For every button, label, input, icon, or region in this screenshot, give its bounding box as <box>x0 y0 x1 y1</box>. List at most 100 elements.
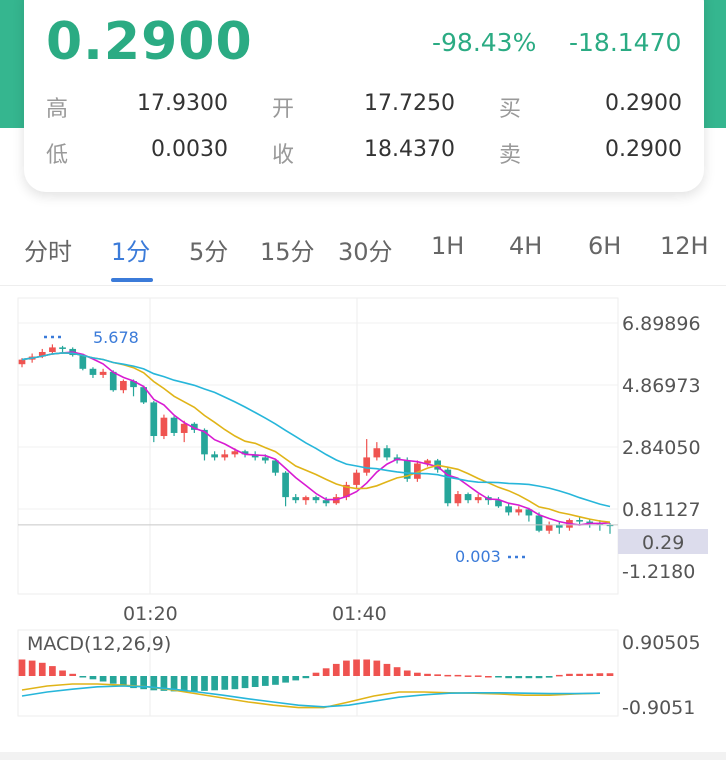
low-value: 0.0030 <box>151 137 228 162</box>
macd-bar <box>180 676 188 692</box>
candle-body <box>99 371 107 375</box>
candle-body <box>49 347 56 352</box>
candle-body <box>403 460 411 479</box>
candle-body <box>282 472 289 498</box>
candle-body <box>109 371 117 391</box>
macd-bar <box>474 675 482 677</box>
candle-body <box>160 417 168 437</box>
candle-body <box>59 347 66 349</box>
macd-bar <box>302 676 310 679</box>
header-background-left <box>0 0 24 128</box>
candle-body <box>170 417 178 433</box>
macd-bar <box>231 676 239 690</box>
candle-body <box>130 381 137 388</box>
tab-5min[interactable]: 5分 <box>189 238 229 266</box>
candle-body <box>525 509 533 516</box>
candle-body <box>474 497 482 501</box>
interval-tabs: 分时 1分 5分 15分 30分 1H 4H 6H 12H <box>0 222 726 282</box>
bid-value: 0.2900 <box>605 91 682 116</box>
macd-bar <box>89 676 97 680</box>
macd-bar <box>576 673 583 676</box>
macd-bar <box>363 659 371 676</box>
candle-body <box>261 457 269 461</box>
macd-bar <box>241 676 249 689</box>
header-background-right <box>702 0 726 128</box>
macd-bar <box>343 660 350 676</box>
candle-body <box>363 457 371 473</box>
macd-y-label: -0.9051 <box>622 697 695 719</box>
candle-body <box>312 497 320 501</box>
candle-body <box>201 429 208 455</box>
macd-bar <box>403 670 411 676</box>
macd-bar <box>272 676 279 685</box>
macd-bar <box>69 673 77 676</box>
macd-bar <box>282 676 289 683</box>
change-value: -18.1470 <box>569 28 682 57</box>
ask-label: 卖 <box>499 143 522 168</box>
macd-bar <box>150 676 158 691</box>
candle-body <box>545 524 553 531</box>
macd-bar <box>444 674 452 677</box>
macd-line <box>21 683 601 709</box>
macd-bar <box>160 676 168 691</box>
y-axis-label: 2.84050 <box>622 437 701 459</box>
tab-timeshare[interactable]: 分时 <box>24 238 72 266</box>
candle-body <box>302 497 310 501</box>
open-label: 开 <box>272 97 295 122</box>
macd-bar <box>484 676 492 678</box>
tab-1min[interactable]: 1分 <box>111 238 151 266</box>
macd-bar <box>140 676 148 690</box>
x-axis-label: 01:20 <box>123 603 178 625</box>
close-label: 收 <box>272 143 295 168</box>
macd-title: MACD(12,26,9) <box>27 633 171 655</box>
macd-frame <box>17 629 619 717</box>
ask-value: 0.2900 <box>605 137 682 162</box>
candle-body <box>586 521 594 524</box>
bottom-bar <box>0 752 726 760</box>
macd-bar <box>424 673 431 676</box>
macd-bar <box>555 674 563 677</box>
candle-body <box>79 355 87 369</box>
open-value: 17.7250 <box>364 91 455 116</box>
candle-body <box>38 351 46 357</box>
tab-15min[interactable]: 15分 <box>260 238 315 266</box>
candle-body <box>251 454 259 458</box>
macd-bar <box>79 676 87 678</box>
macd-bar <box>312 672 320 676</box>
quote-card: 0.2900 -98.43% -18.1470 高 17.9300 开 17.7… <box>24 0 704 192</box>
macd-bar <box>322 668 330 676</box>
candle-body <box>18 359 26 365</box>
tab-1h[interactable]: 1H <box>431 232 465 260</box>
macd-bar <box>545 676 553 678</box>
tab-4h[interactable]: 4H <box>509 232 543 260</box>
candle-body <box>414 463 421 479</box>
current-price-tag <box>618 529 708 554</box>
macd-bar <box>109 676 117 684</box>
tab-30min[interactable]: 30分 <box>338 238 393 266</box>
x-axis-label: 01:40 <box>332 603 387 625</box>
close-value: 18.4370 <box>364 137 455 162</box>
macd-bar <box>221 676 229 690</box>
macd-bar <box>190 676 198 692</box>
macd-bar <box>28 660 36 676</box>
candle-body <box>322 500 330 504</box>
macd-bar <box>596 673 604 676</box>
tab-6h[interactable]: 6H <box>588 232 622 260</box>
y-axis-label: 0.81127 <box>622 499 701 521</box>
candle-body <box>495 500 502 507</box>
macd-bar <box>170 676 178 692</box>
macd-bar <box>251 676 259 687</box>
macd-bar <box>383 663 391 676</box>
tab-12h[interactable]: 12H <box>660 232 709 260</box>
last-price: 0.2900 <box>46 12 253 72</box>
low-label: 低 <box>46 143 69 168</box>
y-axis-label: -1.2180 <box>622 561 695 583</box>
change-percent: -98.43% <box>432 28 537 57</box>
macd-bar <box>566 673 573 676</box>
min-price-label: 0.003 <box>455 547 501 566</box>
candle-body <box>211 454 218 458</box>
candle-body <box>353 472 360 485</box>
max-price-label: 5.678 <box>93 328 139 347</box>
macd-bar <box>393 667 401 676</box>
